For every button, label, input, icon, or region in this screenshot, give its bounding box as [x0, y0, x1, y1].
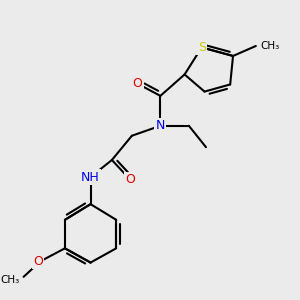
Text: O: O	[33, 255, 43, 268]
Text: S: S	[198, 41, 206, 54]
Text: O: O	[133, 76, 142, 89]
Text: N: N	[156, 119, 165, 132]
Text: O: O	[125, 173, 135, 186]
Text: NH: NH	[81, 171, 100, 184]
Text: CH₃: CH₃	[260, 41, 279, 51]
Text: CH₃: CH₃	[0, 275, 19, 285]
